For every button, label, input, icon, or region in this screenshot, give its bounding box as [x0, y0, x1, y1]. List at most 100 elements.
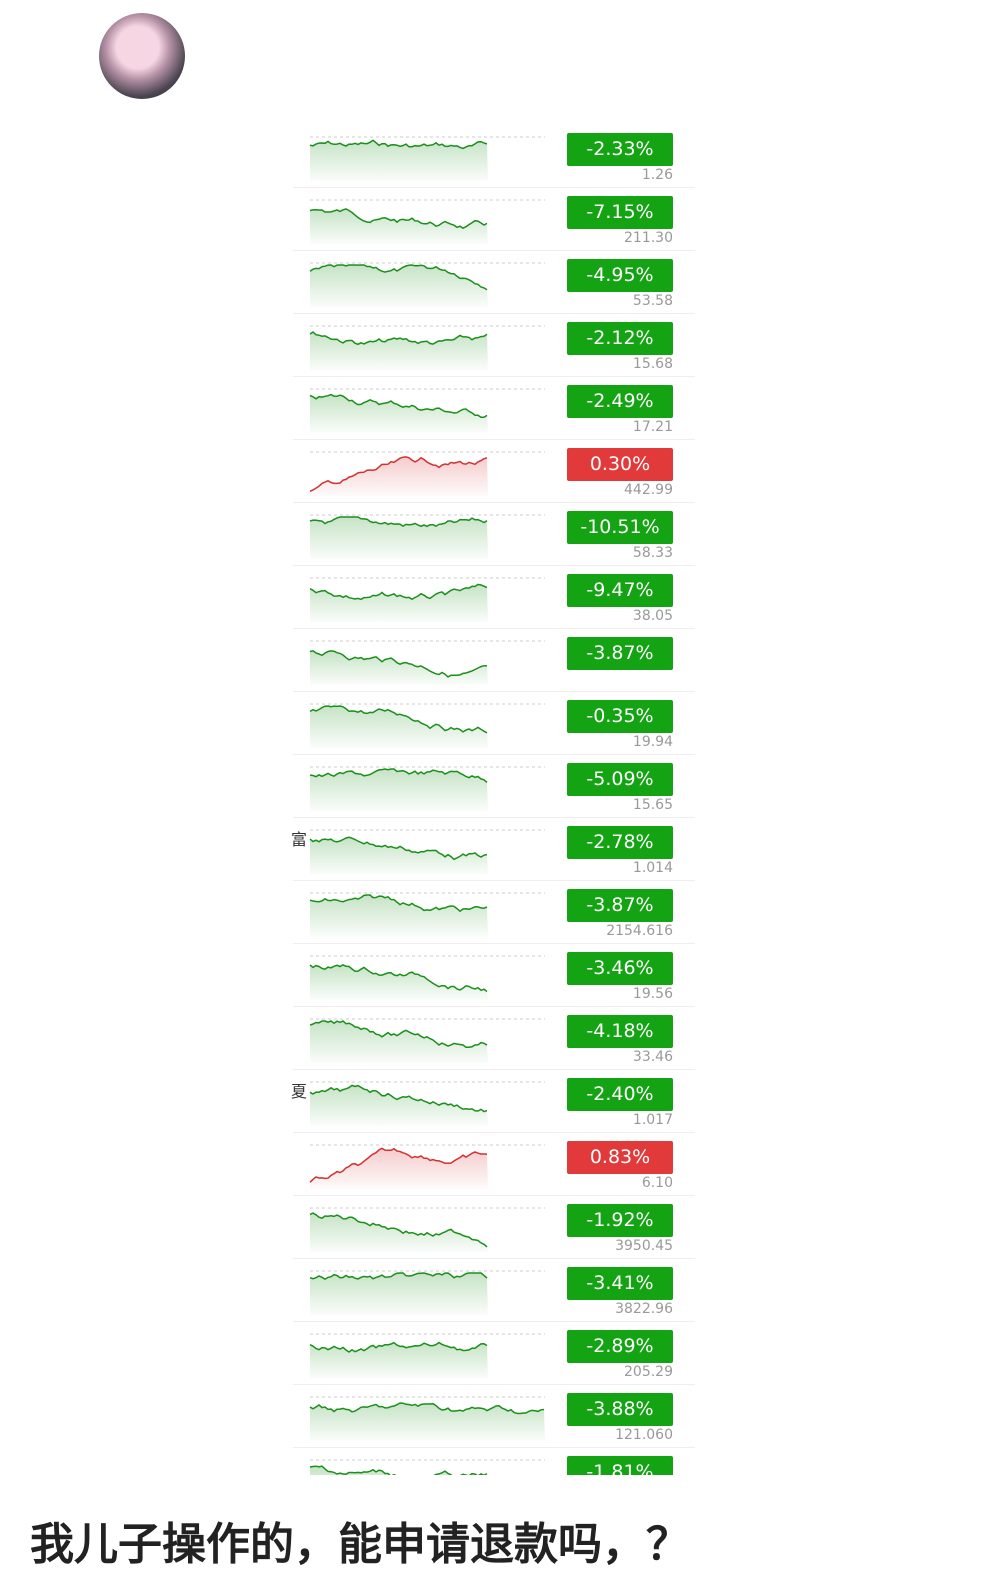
sparkline — [309, 1144, 545, 1189]
change-badge: -0.35% — [567, 700, 673, 733]
price: 1.26 — [641, 167, 673, 183]
stock-row[interactable]: -7.15% 211.30 — [0, 188, 985, 251]
stock-row[interactable]: 0.83% 6.10 — [0, 1133, 985, 1196]
stock-row[interactable]: -3.87% 2154.616 — [0, 881, 985, 944]
price: 17.21 — [632, 419, 673, 435]
sparkline — [309, 577, 545, 622]
sparkline-line — [309, 768, 488, 783]
sparkline — [309, 1018, 545, 1063]
stock-row[interactable]: -3.88% 121.060 — [0, 1385, 985, 1448]
price: 2154.616 — [606, 923, 673, 939]
price: 1.017 — [632, 1112, 673, 1128]
price: 19.94 — [632, 734, 673, 750]
row-separator — [293, 502, 695, 503]
stock-row[interactable]: -5.09% 15.65 — [0, 755, 985, 818]
sparkline-line — [309, 139, 488, 150]
change-badge: -5.09% — [567, 763, 673, 796]
sparkline — [309, 892, 545, 937]
price: 442.99 — [624, 482, 673, 498]
sparkline-area — [310, 332, 488, 370]
price: 58.33 — [632, 545, 673, 561]
change-badge: -7.15% — [567, 196, 673, 229]
stock-row[interactable]: -3.46% 19.56 — [0, 944, 985, 1007]
sparkline — [309, 703, 545, 748]
change-badge: -10.51% — [567, 511, 673, 544]
sparkline — [309, 766, 545, 811]
sparkline-area — [310, 1213, 488, 1252]
caption: 我儿子操作的，能申请退款吗，？ — [30, 1519, 690, 1570]
row-separator — [293, 187, 695, 188]
price: 33.46 — [632, 1049, 673, 1065]
stock-row[interactable]: -4.95% 53.58 — [0, 251, 985, 314]
sparkline-area — [310, 265, 488, 307]
sparkline-area — [310, 456, 488, 496]
row-separator — [293, 439, 695, 440]
sparkline-area — [310, 895, 488, 937]
price: 19.56 — [632, 986, 673, 1002]
stock-row[interactable]: 0.30% 442.99 — [0, 440, 985, 503]
price: 205.29 — [624, 1364, 673, 1380]
sparkline-line — [309, 1465, 488, 1475]
price: 211.30 — [624, 230, 673, 246]
row-separator — [293, 628, 695, 629]
sparkline-area — [310, 1148, 488, 1189]
row-separator — [293, 1006, 695, 1007]
sparkline-area — [310, 1085, 488, 1126]
avatar[interactable] — [99, 13, 185, 99]
change-badge: -3.87% — [567, 637, 673, 670]
change-badge: -2.12% — [567, 322, 673, 355]
sparkline-line — [309, 1272, 488, 1280]
stock-row[interactable]: -4.18% 33.46 — [0, 1007, 985, 1070]
row-separator — [293, 691, 695, 692]
sparkline-line — [309, 894, 488, 913]
stock-row[interactable]: -2.78% 1.014 富 — [0, 818, 985, 881]
sparkline-area — [310, 1342, 488, 1378]
change-badge: -2.33% — [567, 133, 673, 166]
sparkline-area — [310, 706, 488, 748]
stock-row[interactable]: -1.92% 3950.45 — [0, 1196, 985, 1259]
price: 6.10 — [641, 1175, 673, 1191]
sparkline — [309, 1207, 545, 1252]
sparkline — [309, 829, 545, 874]
row-separator — [293, 880, 695, 881]
change-badge: -2.89% — [567, 1330, 673, 1363]
sparkline-area — [310, 140, 488, 181]
stock-row[interactable]: -2.33% 1.26 — [0, 125, 985, 188]
stock-list: -2.33% 1.26 -7.15% 211.30 -4.95% 53.58 -2.12% 1… — [0, 125, 985, 1475]
sparkline — [309, 1459, 545, 1475]
sparkline-line — [309, 1147, 488, 1183]
side-label: 夏 — [291, 1082, 308, 1101]
price: 15.65 — [632, 797, 673, 813]
row-separator — [293, 1195, 695, 1196]
row-separator — [293, 1321, 695, 1322]
stock-row[interactable]: -10.51% 58.33 — [0, 503, 985, 566]
sparkline-area — [310, 208, 488, 244]
stock-row[interactable]: -2.49% 17.21 — [0, 377, 985, 440]
row-separator — [293, 1132, 695, 1133]
stock-row[interactable]: -1.81% — [0, 1448, 985, 1475]
change-badge: -2.49% — [567, 385, 673, 418]
price: 15.68 — [632, 356, 673, 372]
stock-row[interactable]: -0.35% 19.94 — [0, 692, 985, 755]
sparkline — [309, 640, 545, 685]
stock-row[interactable]: -3.87% — [0, 629, 985, 692]
change-badge: -4.18% — [567, 1015, 673, 1048]
sparkline-area — [310, 1403, 545, 1441]
stock-row[interactable]: -2.40% 1.017 夏 — [0, 1070, 985, 1133]
sparkline — [309, 388, 545, 433]
stock-row[interactable]: -9.47% 38.05 — [0, 566, 985, 629]
sparkline-line — [309, 836, 488, 861]
stock-row[interactable]: -3.41% 3822.96 — [0, 1259, 985, 1322]
sparkline — [309, 262, 545, 307]
sparkline-line — [309, 1402, 545, 1415]
row-separator — [293, 754, 695, 755]
sparkline-line — [309, 1020, 488, 1049]
sparkline-line — [309, 583, 488, 601]
stock-row[interactable]: -2.12% 15.68 — [0, 314, 985, 377]
price: 38.05 — [632, 608, 673, 624]
sparkline — [309, 955, 545, 1000]
change-badge: -2.40% — [567, 1078, 673, 1111]
sparkline-area — [310, 1021, 488, 1063]
stock-row[interactable]: -2.89% 205.29 — [0, 1322, 985, 1385]
sparkline — [309, 1270, 545, 1315]
